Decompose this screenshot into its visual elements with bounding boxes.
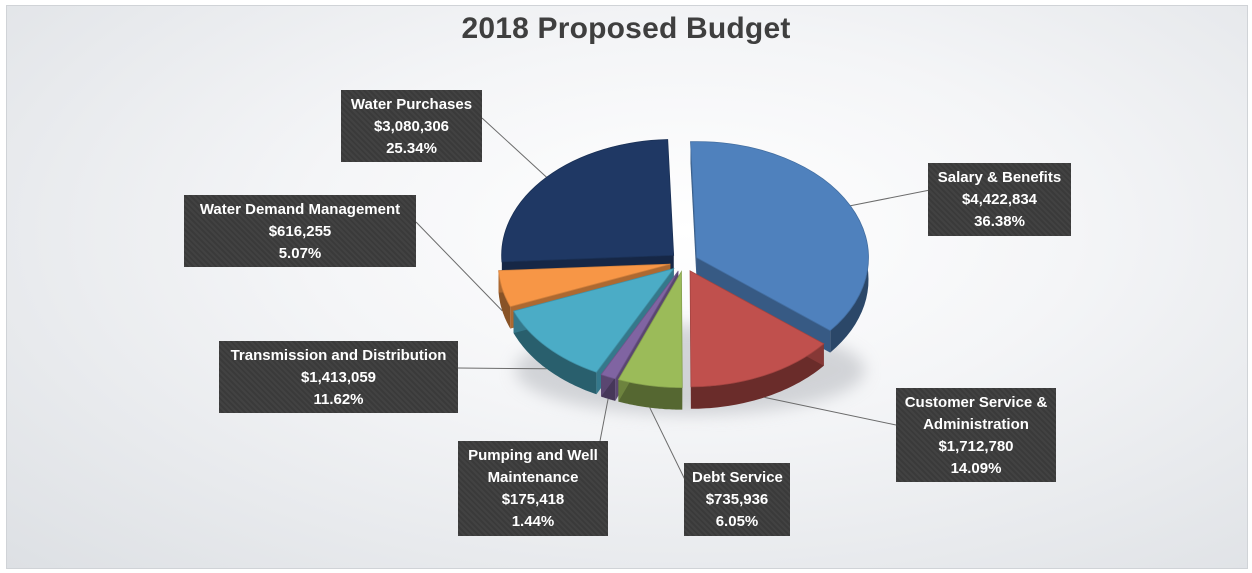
label-debt-service: Debt Service $735,936 6.05%	[684, 463, 790, 536]
label-debt-service-amount: $735,936	[705, 491, 769, 508]
slice-tops	[498, 139, 869, 389]
label-pumping-well-amount: $175,418	[501, 491, 565, 508]
label-pumping-well-name-2: Maintenance	[487, 469, 579, 486]
label-customer-service-name-1: Customer Service &	[904, 394, 1048, 411]
slice-transmission	[512, 267, 675, 373]
label-pumping-well: Pumping and Well Maintenance $175,418 1.…	[458, 441, 608, 536]
leader-line-customer-service	[764, 396, 897, 426]
leader-line-transmission	[457, 367, 547, 370]
leader-line-salary-benefits	[850, 189, 931, 207]
slice-side-debt-service	[618, 379, 683, 410]
label-debt-service-name: Debt Service	[692, 469, 783, 486]
slice-water-demand	[498, 263, 671, 308]
slice-side-water-demand	[498, 270, 511, 329]
label-customer-service-amount: $1,712,780	[938, 438, 1014, 455]
label-transmission-amount: $1,413,059	[300, 369, 377, 386]
label-transmission-name: Transmission and Distribution	[230, 347, 447, 364]
leader-line-debt-service	[649, 407, 691, 491]
label-water-purchases-percent: 25.34%	[386, 140, 437, 157]
chart-title: 2018 Proposed Budget	[461, 12, 791, 45]
leader-line-pumping-well	[599, 398, 609, 442]
leader-line-water-demand	[415, 221, 503, 312]
slice-salary-benefits	[690, 141, 869, 332]
label-transmission: Transmission and Distribution $1,413,059…	[219, 341, 458, 413]
label-salary-benefits-percent: 36.38%	[974, 213, 1025, 230]
leader-lines	[415, 117, 931, 491]
label-customer-service: Customer Service & Administration $1,712…	[896, 388, 1056, 482]
slice-customer-service	[689, 270, 825, 388]
label-pumping-well-name-1: Pumping and Well	[468, 447, 598, 464]
label-customer-service-percent: 14.09%	[950, 460, 1002, 477]
label-pumping-well-percent: 1.44%	[511, 513, 555, 530]
label-debt-service-percent: 6.05%	[715, 513, 759, 530]
label-water-purchases: Water Purchases $3,080,306 25.34%	[341, 90, 482, 162]
label-salary-benefits-name: Salary & Benefits	[937, 169, 1062, 186]
label-customer-service-name-2: Administration	[923, 416, 1029, 433]
label-salary-benefits: Salary & Benefits $4,422,834 36.38%	[928, 163, 1071, 236]
slice-water-purchases	[501, 139, 675, 263]
label-water-demand: Water Demand Management $616,255 5.07%	[184, 195, 416, 267]
slice-debt-service	[617, 270, 683, 389]
label-water-purchases-name: Water Purchases	[350, 96, 473, 113]
label-water-demand-name: Water Demand Management	[199, 201, 401, 218]
label-salary-benefits-amount: $4,422,834	[961, 191, 1038, 208]
label-water-demand-percent: 5.07%	[278, 245, 322, 262]
slice-side-customer-service	[690, 343, 824, 409]
label-transmission-percent: 11.62%	[313, 391, 364, 408]
label-water-demand-amount: $616,255	[268, 223, 332, 240]
label-water-purchases-amount: $3,080,306	[373, 118, 450, 135]
slice-pumping-well	[600, 270, 679, 380]
leader-line-water-purchases	[481, 117, 547, 178]
